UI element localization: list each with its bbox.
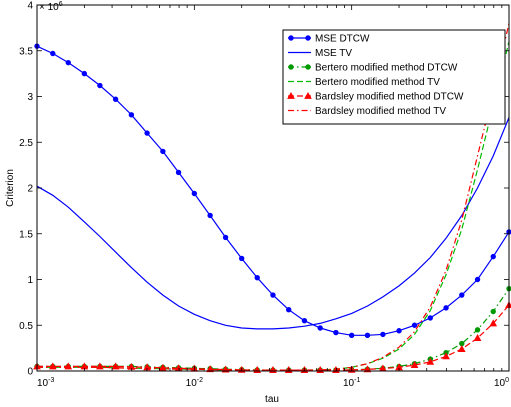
data-point [50, 50, 56, 57]
y-exponent-base: × 10 [39, 2, 59, 13]
data-point [410, 361, 419, 368]
legend-label: Bardsley modified method DTCW [315, 92, 464, 103]
data-point [411, 322, 418, 328]
y-tick-label: 3.5 [19, 46, 33, 57]
data-point [348, 332, 355, 339]
legend-entry: Bertero modified method TV [288, 77, 440, 88]
data-point [426, 357, 435, 365]
y-exponent-power: 6 [59, 1, 63, 8]
series-2 [36, 117, 510, 330]
data-point [287, 91, 295, 99]
legend-label: MSE DTCW [315, 34, 370, 45]
legend-label: Bertero modified method DTCW [315, 63, 458, 74]
x-tick-exponent: -1 [354, 377, 360, 384]
data-point [288, 64, 294, 70]
data-point [490, 253, 496, 260]
x-tick-base: 10 [494, 378, 506, 389]
legend-label: MSE TV [315, 48, 352, 59]
data-point [427, 315, 433, 321]
legend-entry: MSE DTCW [288, 34, 370, 45]
data-point [380, 331, 386, 338]
y-tick-label: 2.5 [19, 138, 33, 149]
x-tick-exponent: -3 [48, 377, 54, 384]
data-point [301, 317, 308, 324]
x-axis-label: tau [265, 394, 279, 405]
data-point [222, 234, 229, 241]
data-point [474, 276, 481, 283]
x-axis-ticks: 10-3 10-2 10-1 100 [36, 5, 510, 389]
x-tick-exponent: 0 [505, 377, 509, 384]
data-point [305, 64, 311, 70]
data-point [288, 35, 294, 41]
x-tick-exponent: -2 [197, 377, 203, 384]
y-tick-label: 1 [27, 275, 33, 286]
data-point [364, 332, 371, 339]
x-tick-base: 10 [186, 378, 198, 389]
legend-label: Bardsley modified method TV [315, 106, 446, 117]
data-point [490, 308, 496, 315]
data-point [128, 112, 135, 118]
data-point [238, 255, 245, 262]
y-tick-label: 0 [27, 367, 33, 378]
y-tick-label: 2 [27, 184, 33, 195]
legend-box [282, 29, 506, 125]
x-tick-label: 100 [494, 377, 509, 389]
data-point [191, 190, 198, 197]
data-point [317, 325, 323, 331]
data-point [474, 327, 481, 333]
legend-entry: MSE TV [288, 48, 352, 59]
data-point [442, 352, 450, 360]
y-tick-label: 4 [27, 1, 33, 12]
data-point [305, 35, 311, 41]
data-point [473, 334, 482, 341]
y-tick-label: 0.5 [19, 321, 33, 332]
data-point [457, 345, 466, 352]
series-1 [34, 43, 511, 339]
y-exponent-label: × 106 [39, 1, 63, 13]
data-point [286, 306, 292, 313]
data-point [97, 82, 103, 89]
legend: MSE DTCW MSE TV Bertero modified method DT… [282, 29, 506, 125]
y-axis-label: Criterion [5, 169, 16, 207]
data-point [396, 328, 402, 334]
y-tick-label: 1.5 [19, 229, 33, 240]
legend-label: Bertero modified method TV [315, 77, 440, 88]
data-point [160, 148, 166, 155]
x-tick-base: 10 [343, 378, 355, 389]
data-point [333, 329, 339, 336]
legend-entry: Bertero modified method DTCW [288, 63, 458, 74]
data-point [489, 319, 498, 327]
data-point [112, 96, 119, 102]
data-point [363, 365, 372, 373]
data-point [207, 212, 213, 219]
data-point [81, 70, 88, 77]
series-line [36, 117, 510, 330]
data-point [144, 130, 150, 136]
data-point [175, 169, 182, 176]
data-point [270, 292, 276, 298]
x-tick-label: 10-2 [186, 377, 203, 389]
x-tick-base: 10 [37, 378, 49, 389]
legend-entry: Bardsley modified method TV [288, 106, 446, 117]
data-point [254, 274, 260, 281]
y-axis-ticks: 0 0.5 1 1.5 2 2.5 3 3.5 4 [19, 1, 509, 378]
legend-entry: Bardsley modified method DTCW [287, 91, 464, 103]
data-point [459, 292, 465, 298]
data-point [206, 365, 214, 373]
data-point [443, 305, 449, 311]
x-tick-label: 10-1 [343, 377, 360, 389]
data-point [65, 59, 71, 66]
y-tick-label: 3 [27, 92, 33, 103]
data-point [304, 91, 312, 99]
x-tick-label: 10-3 [37, 377, 54, 389]
